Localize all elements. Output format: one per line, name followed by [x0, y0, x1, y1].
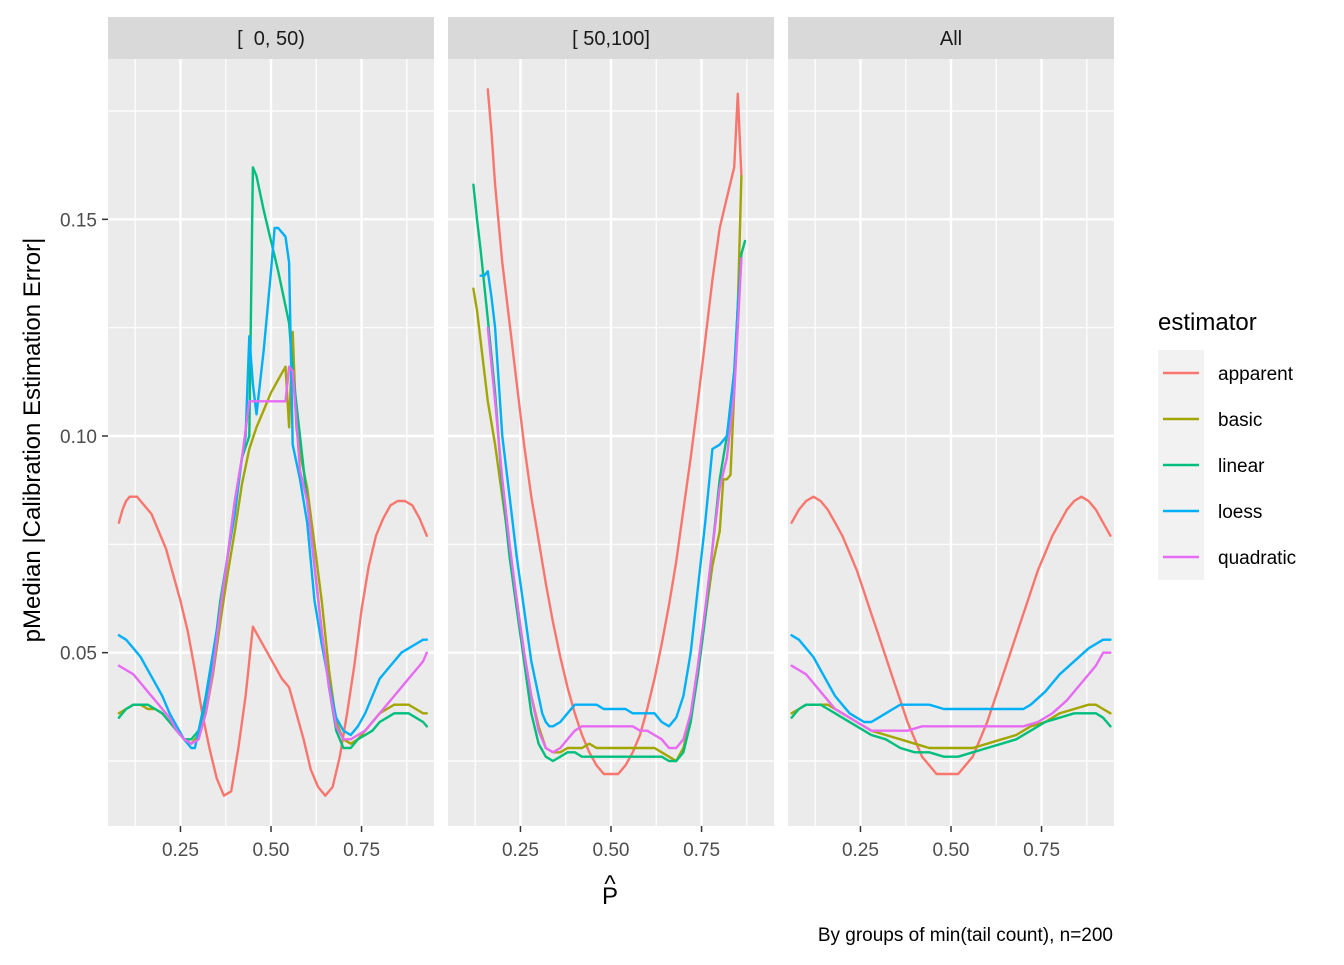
x-tick-label: 0.25 — [502, 840, 539, 861]
series-line-quadratic — [486, 257, 743, 754]
series-line-loess — [479, 257, 743, 728]
series-line-apparent — [790, 495, 1112, 776]
facet-strip — [448, 17, 774, 59]
series-line-quadratic — [117, 365, 428, 745]
facet-strip-label: [ 50,100] — [572, 28, 650, 50]
x-axis-title-hat: ^ — [604, 871, 616, 898]
legend-label-apparent: apparent — [1218, 364, 1294, 385]
facet-strip-label: [ 0, 50) — [237, 28, 305, 50]
y-axis-title: pMedian |Calibration Estimation Error| — [19, 238, 46, 643]
y-tick-label: 0.15 — [60, 210, 97, 231]
facet-panel: All 0.25 0.50 0.75 — [788, 17, 1114, 861]
series-line-loess — [117, 226, 428, 750]
facet-panel: [ 50,100] 0.25 0.50 0.75 — [448, 17, 774, 861]
x-tick-label: 0.50 — [933, 840, 970, 861]
y-tick-label: 0.05 — [60, 644, 97, 665]
legend-label-linear: linear — [1218, 456, 1265, 477]
series-line-basic — [790, 703, 1112, 750]
legend-label-basic: basic — [1218, 410, 1262, 431]
y-tick-label: 0.10 — [60, 427, 97, 448]
x-tick-label: 0.75 — [1023, 840, 1060, 861]
legend-label-quadratic: quadratic — [1218, 548, 1296, 569]
facet-strip — [108, 17, 434, 59]
series-line-quadratic — [790, 651, 1112, 732]
x-tick-label: 0.50 — [253, 840, 290, 861]
legend-title: estimator — [1158, 309, 1257, 336]
series-line-apparent — [486, 88, 743, 776]
facet-strip — [788, 17, 1114, 59]
x-tick-label: 0.25 — [842, 840, 879, 861]
x-tick-label: 0.50 — [593, 840, 630, 861]
series-line-loess — [790, 634, 1112, 724]
facet-panel: [ 0, 50) 0.25 0.50 0.75 0.05 0.10 0.15 — [60, 17, 434, 861]
caption: By groups of min(tail count), n=200 — [818, 925, 1113, 946]
series-line-linear — [790, 703, 1112, 758]
x-tick-label: 0.75 — [683, 840, 720, 861]
series-line-apparent — [117, 495, 428, 797]
facet-strip-label: All — [940, 28, 962, 50]
x-tick-label: 0.25 — [162, 840, 199, 861]
legend-label-loess: loess — [1218, 502, 1262, 523]
legend: apparent basic linear loess quadratic — [1158, 350, 1296, 580]
x-axis-title: P — [602, 883, 618, 910]
facet-panels: [ 0, 50) 0.25 0.50 0.75 0.05 0.10 0.15 [ 50,100… — [60, 17, 1114, 861]
x-tick-label: 0.75 — [343, 840, 380, 861]
